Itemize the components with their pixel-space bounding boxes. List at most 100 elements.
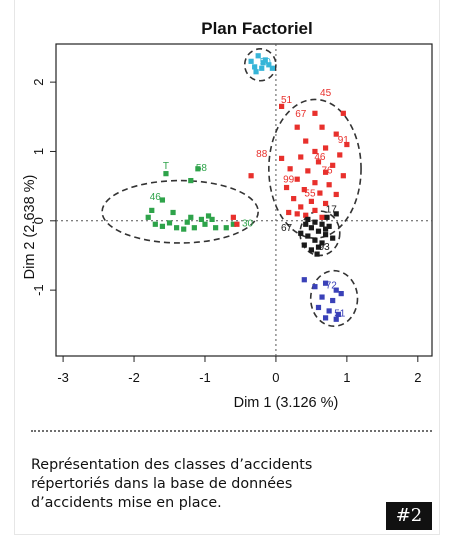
point-label: 67 bbox=[281, 223, 293, 234]
data-point bbox=[294, 124, 300, 130]
data-point bbox=[301, 187, 307, 193]
data-point bbox=[291, 196, 297, 202]
data-point bbox=[198, 216, 205, 223]
point-label: 17 bbox=[326, 204, 338, 215]
data-point bbox=[319, 221, 325, 227]
data-point bbox=[205, 213, 212, 219]
separator-line bbox=[31, 430, 432, 432]
data-point bbox=[322, 232, 329, 238]
data-point bbox=[294, 176, 300, 182]
data-point bbox=[191, 225, 197, 231]
data-point bbox=[326, 182, 332, 188]
y-tick-label: 0 bbox=[31, 217, 46, 224]
data-point bbox=[319, 124, 325, 130]
data-point bbox=[209, 216, 215, 223]
x-tick-label: 1 bbox=[343, 370, 350, 385]
data-point bbox=[283, 184, 290, 191]
data-point bbox=[279, 155, 285, 161]
point-label: 51 bbox=[281, 95, 293, 106]
x-tick-label: -3 bbox=[57, 370, 69, 385]
data-point bbox=[149, 207, 155, 213]
data-point bbox=[330, 235, 336, 241]
data-point bbox=[303, 221, 309, 227]
figure-caption: Représentation des classes d’accidents r… bbox=[31, 457, 313, 511]
point-label: 46 bbox=[150, 192, 162, 203]
point-label: 91 bbox=[338, 135, 350, 146]
data-point bbox=[315, 159, 322, 165]
data-point bbox=[298, 230, 304, 236]
x-tick-label: -1 bbox=[199, 370, 211, 385]
data-point bbox=[308, 225, 314, 231]
cluster-ellipse bbox=[268, 98, 362, 239]
data-point bbox=[298, 204, 304, 210]
data-point bbox=[312, 237, 318, 243]
data-points bbox=[145, 53, 350, 322]
cluster-ellipse bbox=[243, 48, 277, 82]
data-point bbox=[166, 220, 173, 226]
data-point bbox=[322, 226, 329, 232]
chart-title: Plan Factoriel bbox=[201, 19, 312, 38]
data-point bbox=[266, 62, 272, 68]
data-point bbox=[315, 304, 322, 311]
data-point bbox=[312, 110, 318, 116]
data-point bbox=[184, 219, 190, 225]
data-point bbox=[333, 287, 339, 293]
point-label: 51 bbox=[334, 308, 346, 319]
point-label: 50 bbox=[260, 57, 272, 68]
data-point bbox=[170, 209, 176, 216]
data-point bbox=[333, 316, 339, 322]
data-point bbox=[335, 311, 341, 317]
data-point bbox=[330, 297, 336, 304]
data-point bbox=[319, 214, 325, 220]
data-point bbox=[301, 277, 307, 283]
data-point bbox=[322, 200, 329, 207]
data-point bbox=[337, 152, 343, 158]
data-point bbox=[253, 69, 259, 75]
data-point bbox=[234, 221, 240, 227]
point-label: 45 bbox=[320, 88, 332, 99]
data-point bbox=[174, 225, 180, 231]
x-axis: -3 -2 -1 0 1 2 bbox=[57, 356, 421, 385]
data-point bbox=[188, 177, 194, 184]
point-label: 88 bbox=[256, 149, 268, 160]
data-point bbox=[333, 191, 339, 198]
data-point bbox=[319, 294, 325, 300]
y-tick-label: -1 bbox=[31, 284, 46, 296]
point-label: 99 bbox=[283, 175, 295, 186]
data-point bbox=[312, 180, 318, 186]
data-point bbox=[340, 173, 346, 179]
data-point bbox=[322, 280, 329, 286]
data-point bbox=[308, 247, 314, 253]
data-point bbox=[301, 242, 307, 248]
cluster-ellipse bbox=[101, 179, 259, 244]
data-point bbox=[303, 138, 309, 144]
data-point bbox=[315, 244, 322, 250]
data-point bbox=[230, 221, 236, 227]
data-point bbox=[322, 315, 329, 321]
data-point bbox=[312, 219, 318, 225]
data-point bbox=[223, 225, 229, 231]
data-point bbox=[312, 207, 318, 213]
point-label: 55 bbox=[304, 189, 316, 200]
data-point bbox=[324, 214, 330, 220]
data-point bbox=[159, 197, 166, 203]
point-label: 30 bbox=[242, 218, 254, 229]
data-point bbox=[248, 173, 254, 179]
data-point bbox=[308, 198, 314, 204]
figure-frame bbox=[14, 0, 440, 535]
x-tick-label: 0 bbox=[272, 370, 279, 385]
data-point bbox=[312, 284, 318, 290]
y-tick-label: 2 bbox=[31, 79, 46, 86]
data-point bbox=[326, 223, 332, 229]
data-point bbox=[230, 214, 236, 220]
data-point bbox=[163, 171, 169, 177]
y-axis: 2 1 0 -1 bbox=[31, 79, 56, 296]
reference-lines bbox=[56, 44, 432, 356]
data-point bbox=[287, 166, 293, 172]
data-point bbox=[322, 145, 329, 151]
data-point bbox=[188, 214, 194, 220]
point-label: 67 bbox=[295, 109, 307, 120]
data-point bbox=[333, 211, 339, 217]
